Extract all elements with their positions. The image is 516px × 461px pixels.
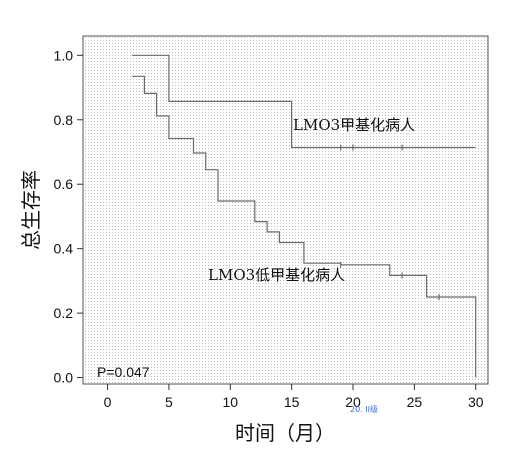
series-label-hypomethylated: LMO3低甲基化病人 <box>208 266 345 284</box>
y-axis-ticks: 0.0 0.2 0.4 0.6 0.8 1.0 <box>54 47 83 385</box>
y-tick-label: 0.6 <box>54 176 74 192</box>
y-axis-label: 总生存率 <box>19 170 43 250</box>
plot-area <box>83 36 488 384</box>
x-tick-label: 25 <box>407 394 423 410</box>
x-axis-ticks: 051015202530 <box>104 384 484 410</box>
y-tick-label: 0.8 <box>54 112 74 128</box>
y-tick-label: 1.0 <box>54 47 74 63</box>
p-value-annotation: P=0.047 <box>97 364 150 380</box>
x-tick-label: 10 <box>222 394 238 410</box>
y-tick-label: 0.2 <box>54 305 74 321</box>
x-axis-label: 时间（月） <box>235 421 335 445</box>
x-tick-label: 0 <box>104 394 112 410</box>
y-tick-label: 0.4 <box>54 241 74 257</box>
x-tick-label: 30 <box>468 394 484 410</box>
x-tick-label: 5 <box>165 394 173 410</box>
watermark: 20. II级 <box>350 404 378 414</box>
x-tick-label: 15 <box>284 394 300 410</box>
y-tick-label: 0.0 <box>54 370 74 386</box>
series-label-methylated: LMO3甲基化病人 <box>293 116 415 134</box>
